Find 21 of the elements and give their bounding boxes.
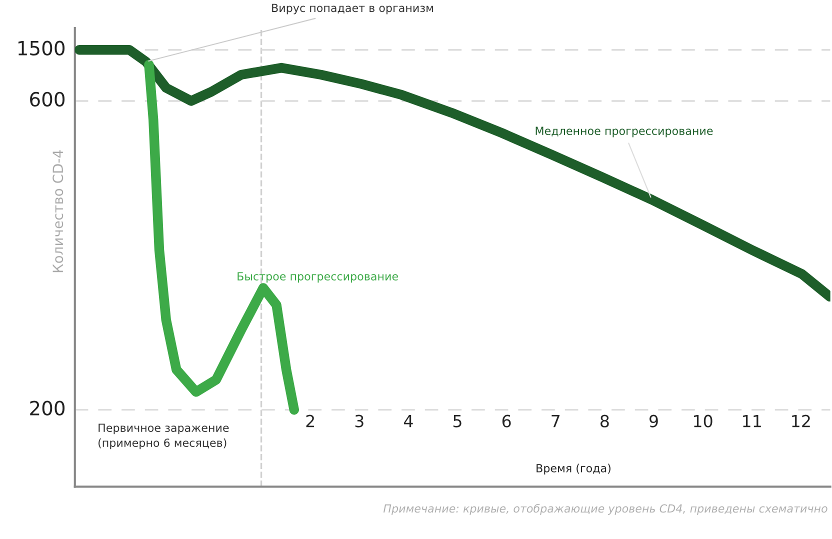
x-tick-label: 2	[306, 414, 314, 428]
x-tick-label: 11	[743, 415, 761, 428]
x-tick-label: 4	[404, 415, 413, 428]
x-tick-label: 3	[355, 414, 364, 428]
x-tick-label: 9	[649, 414, 658, 428]
x-tick-label: 12	[792, 414, 810, 428]
y-axis-title: Количество CD-4	[52, 150, 64, 272]
series-label: Медленное прогрессирование	[536, 126, 713, 138]
annotation: Вирус попадает в организм	[272, 4, 433, 14]
x-tick-label: 7	[552, 415, 560, 428]
text: 1500	[18, 40, 65, 56]
annotation: Первичное заражение (примерно 6 месяцев)	[98, 424, 229, 450]
x-tick-label: 10	[694, 414, 712, 428]
text: Быстрое прогрессирование	[238, 272, 398, 283]
x-axis-title: Время (года)	[536, 464, 610, 475]
text: Примечание: кривые, отображающие уровень CD4, приведены схематично	[383, 504, 828, 515]
x-tick-label: 5	[454, 415, 462, 428]
x-tick-label: 8	[600, 414, 609, 428]
text: 200	[30, 400, 65, 416]
text: 600	[30, 92, 65, 107]
x-tick-label: 6	[502, 414, 511, 428]
